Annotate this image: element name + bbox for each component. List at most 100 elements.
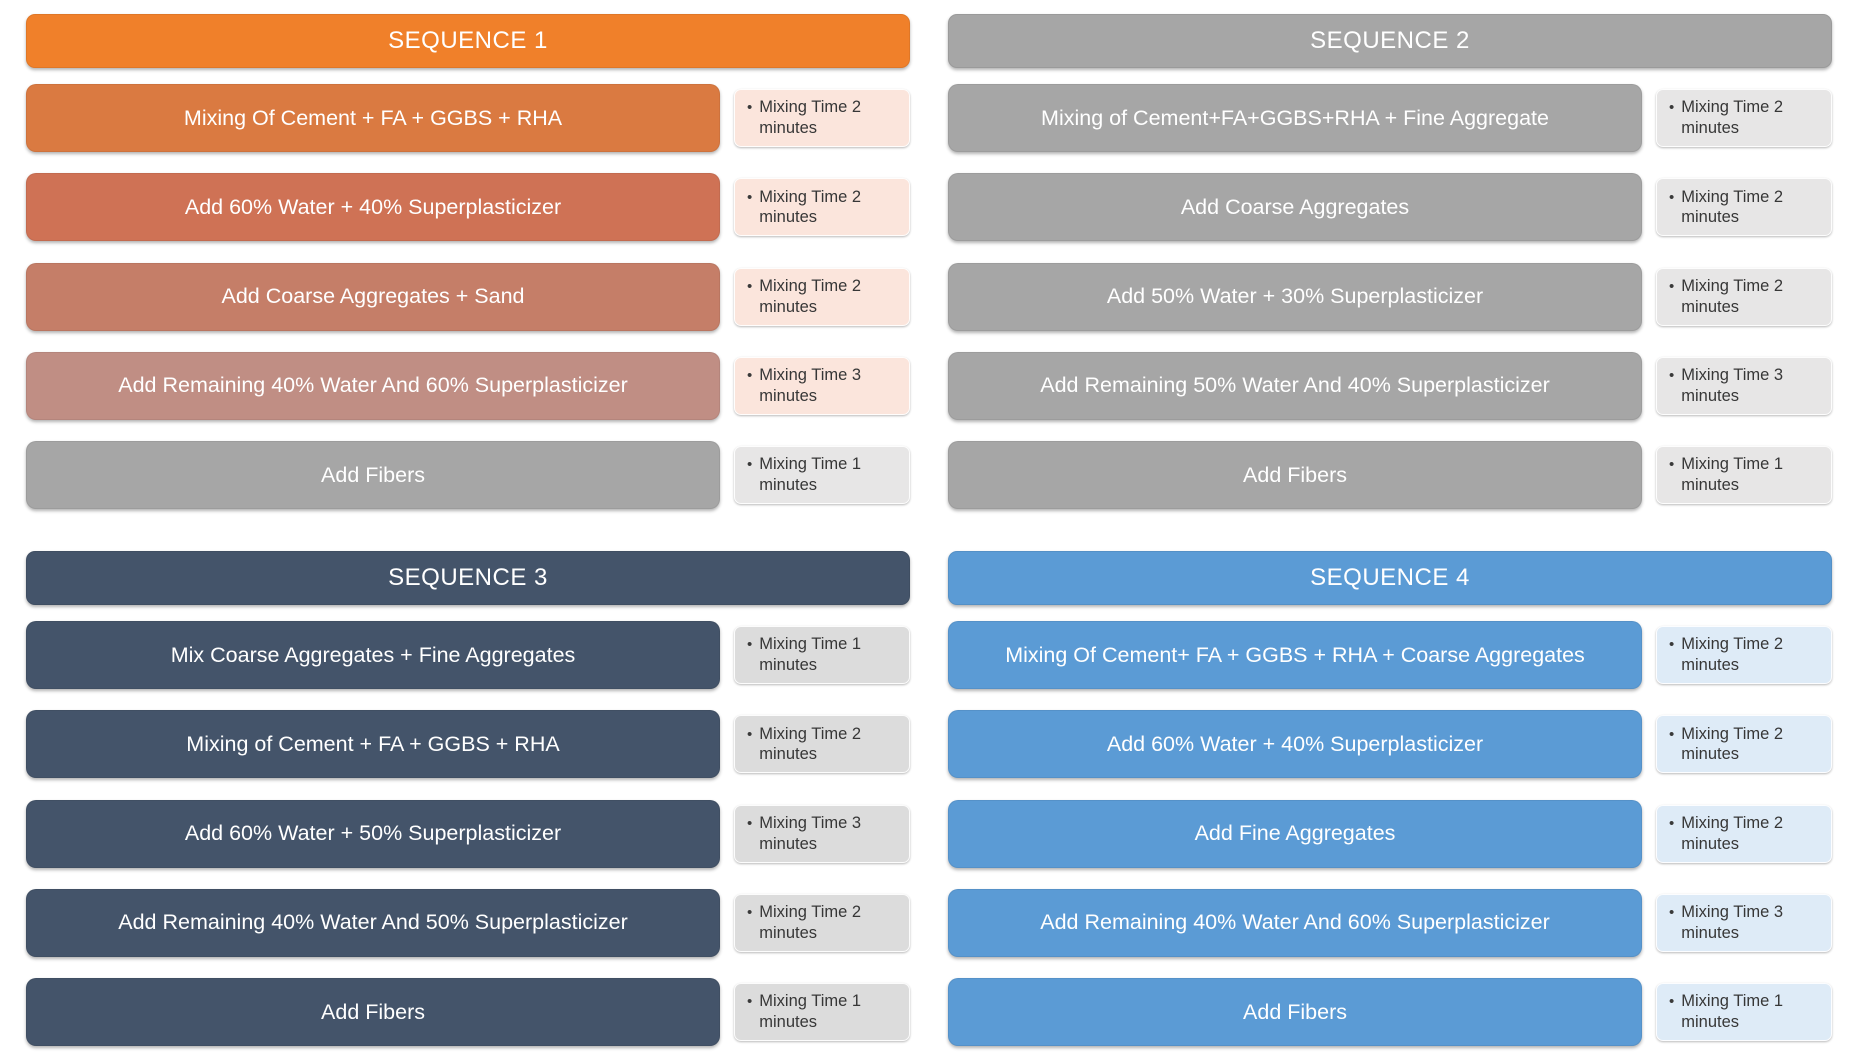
mixing-time-content: • Mixing Time 2 minutes [747, 276, 901, 317]
mixing-time-box: • Mixing Time 1 minutes [734, 446, 910, 504]
mixing-time-text: Mixing Time 3 minutes [1681, 903, 1784, 942]
mixing-time-box: • Mixing Time 2 minutes [734, 178, 910, 237]
bullet-icon: • [747, 904, 753, 922]
mixing-time-box: • Mixing Time 3 minutes [1656, 893, 1832, 952]
step-label: Add Coarse Aggregates + Sand [221, 284, 525, 308]
sequence-3: SEQUENCE 3 Mix Coarse Aggregates + Fine A… [26, 551, 910, 1046]
step-box: Add Fibers [948, 978, 1642, 1046]
mixing-time-content: • Mixing Time 2 minutes [747, 97, 901, 138]
mixing-time-content: • Mixing Time 2 minutes [747, 187, 901, 228]
mixing-time-text: Mixing Time 2 minutes [1681, 276, 1784, 316]
step-box: Add Fibers [26, 978, 720, 1046]
mixing-time-content: • Mixing Time 2 minutes [1669, 187, 1823, 228]
steps-list: Mixing Of Cement + FA + GGBS + RHA • Mixin… [26, 84, 910, 509]
steps-list: Mixing of Cement+FA+GGBS+RHA + Fine Aggr… [948, 84, 1832, 509]
step-row: Add Coarse Aggregates • Mixing Time 2 minu… [948, 173, 1832, 242]
step-label: Add 60% Water + 40% Superplasticizer [184, 194, 562, 219]
mixing-time-text: Mixing Time 3 minutes [1681, 366, 1784, 405]
bullet-icon: • [1669, 367, 1675, 385]
bullet-icon: • [747, 188, 753, 206]
step-row: Add Remaining 40% Water And 60% Superpla… [948, 888, 1832, 957]
step-box: Mixing Of Cement+ FA + GGBS + RHA + Coar… [948, 621, 1642, 689]
step-row: Add Remaining 40% Water And 60% Superpla… [26, 351, 910, 420]
step-label: Mix Coarse Aggregates + Fine Aggregates [170, 642, 576, 667]
step-row: Mixing Of Cement + FA + GGBS + RHA • Mixin… [26, 84, 910, 152]
bullet-icon: • [1669, 993, 1675, 1011]
step-box: Add Remaining 40% Water And 60% Superpla… [26, 351, 720, 420]
sequence-1-header: SEQUENCE 1 [26, 14, 910, 68]
step-label: Add 50% Water + 30% Superplasticizer [1106, 284, 1484, 308]
step-row: Add 60% Water + 50% Superplasticizer • Mix… [26, 799, 910, 868]
bullet-icon: • [747, 993, 753, 1011]
step-row: Add Fibers • Mixing Time 1 minutes [26, 978, 910, 1046]
mixing-time-content: • Mixing Time 3 minutes [747, 365, 901, 406]
step-box: Mixing of Cement + FA + GGBS + RHA [26, 710, 720, 779]
step-box: Add Remaining 50% Water And 40% Superpla… [948, 351, 1642, 420]
mixing-time-box: • Mixing Time 2 minutes [734, 893, 910, 952]
mixing-time-content: • Mixing Time 3 minutes [1669, 365, 1823, 406]
sequence-title: SEQUENCE 1 [388, 27, 548, 54]
mixing-time-box: • Mixing Time 1 minutes [734, 626, 910, 684]
step-box: Add 60% Water + 40% Superplasticizer [948, 710, 1642, 779]
step-row: Add 50% Water + 30% Superplasticizer • Mix… [948, 262, 1832, 331]
step-row: Mixing of Cement + FA + GGBS + RHA • Mixin… [26, 710, 910, 779]
mixing-time-box: • Mixing Time 1 minutes [1656, 446, 1832, 504]
mixing-time-text: Mixing Time 2 minutes [759, 276, 862, 316]
mixing-time-text: Mixing Time 2 minutes [1681, 635, 1784, 674]
step-box: Add 60% Water + 50% Superplasticizer [26, 799, 720, 868]
step-box: Mixing of Cement+FA+GGBS+RHA + Fine Aggr… [948, 84, 1642, 152]
mixing-time-text: Mixing Time 1 minutes [1681, 455, 1784, 494]
steps-list: Mix Coarse Aggregates + Fine Aggregates •… [26, 621, 910, 1046]
mixing-time-content: • Mixing Time 2 minutes [1669, 97, 1823, 138]
mixing-time-content: • Mixing Time 1 minutes [747, 991, 901, 1032]
step-row: Add Remaining 50% Water And 40% Superpla… [948, 351, 1832, 420]
bullet-icon: • [1669, 277, 1675, 295]
sequence-title: SEQUENCE 4 [1310, 564, 1470, 591]
mixing-time-text: Mixing Time 2 minutes [759, 724, 862, 764]
mixing-time-box: • Mixing Time 2 minutes [1656, 89, 1832, 147]
mixing-time-text: Mixing Time 1 minutes [1681, 992, 1784, 1031]
step-box: Add Remaining 40% Water And 50% Superpla… [26, 888, 720, 957]
step-box: Mixing Of Cement + FA + GGBS + RHA [26, 84, 720, 152]
bullet-icon: • [747, 725, 753, 743]
step-row: Add 60% Water + 40% Superplasticizer • Mix… [26, 173, 910, 242]
step-label: Mixing of Cement + FA + GGBS + RHA [186, 731, 560, 756]
mixing-time-text: Mixing Time 3 minutes [759, 366, 862, 405]
step-row: Add Fibers • Mixing Time 1 minutes [26, 441, 910, 509]
step-row: Add Remaining 40% Water And 50% Superpla… [26, 888, 910, 957]
step-row: Add Coarse Aggregates + Sand • Mixing Time… [26, 262, 910, 331]
bullet-icon: • [747, 99, 753, 117]
bullet-icon: • [1669, 725, 1675, 743]
sequence-1: SEQUENCE 1 Mixing Of Cement + FA + GGBS +… [26, 14, 910, 509]
step-label: Add Remaining 40% Water And 60% Superpla… [1040, 910, 1550, 935]
mixing-time-box: • Mixing Time 3 minutes [734, 356, 910, 415]
mixing-time-text: Mixing Time 2 minutes [759, 903, 862, 942]
bullet-icon: • [1669, 456, 1675, 474]
step-box: Add 50% Water + 30% Superplasticizer [948, 262, 1642, 331]
mixing-time-text: Mixing Time 2 minutes [1681, 187, 1784, 227]
step-label: Mixing Of Cement+ FA + GGBS + RHA + Coar… [1005, 642, 1585, 667]
sequence-4: SEQUENCE 4 Mixing Of Cement+ FA + GGBS + … [948, 551, 1832, 1046]
mixing-time-box: • Mixing Time 2 minutes [1656, 178, 1832, 237]
step-box: Add Coarse Aggregates + Sand [26, 262, 720, 331]
step-box: Add Fibers [948, 441, 1642, 509]
sequence-4-header: SEQUENCE 4 [948, 551, 1832, 605]
mixing-time-box: • Mixing Time 1 minutes [1656, 983, 1832, 1041]
step-label: Add Remaining 40% Water And 50% Superpla… [118, 910, 628, 935]
step-box: Add Coarse Aggregates [948, 173, 1642, 242]
step-label: Add Remaining 50% Water And 40% Superpla… [1040, 373, 1550, 398]
step-label: Add 60% Water + 50% Superplasticizer [184, 821, 562, 845]
sequence-3-header: SEQUENCE 3 [26, 551, 910, 605]
mixing-time-content: • Mixing Time 2 minutes [1669, 813, 1823, 854]
mixing-time-box: • Mixing Time 3 minutes [734, 804, 910, 863]
sequence-title: SEQUENCE 3 [388, 564, 548, 591]
mixing-time-box: • Mixing Time 2 minutes [734, 715, 910, 774]
bullet-icon: • [747, 367, 753, 385]
mixing-time-text: Mixing Time 2 minutes [759, 98, 862, 137]
bullet-icon: • [747, 277, 753, 295]
bullet-icon: • [1669, 188, 1675, 206]
mixing-time-box: • Mixing Time 2 minutes [1656, 626, 1832, 684]
bullet-icon: • [1669, 636, 1675, 654]
bullet-icon: • [1669, 814, 1675, 832]
